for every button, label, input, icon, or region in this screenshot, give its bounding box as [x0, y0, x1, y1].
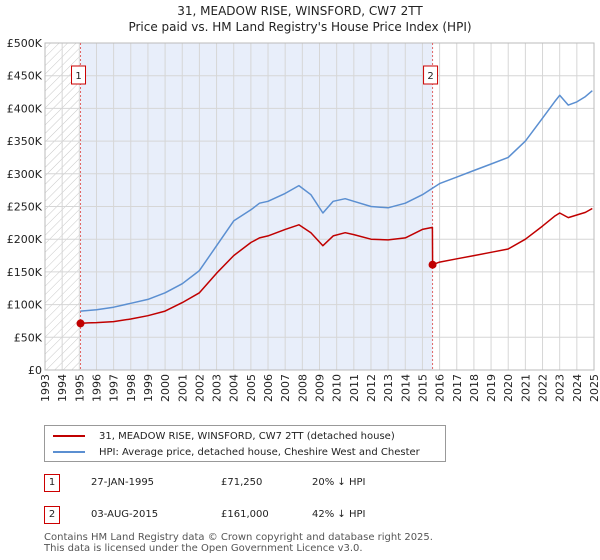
transaction-hpi-diff: 42% ↓ HPI	[312, 509, 366, 520]
chart-subtitle: Price paid vs. HM Land Registry's House …	[128, 20, 471, 34]
transaction-row: 1 27-JAN-1995 £71,250 20% ↓ HPI	[44, 474, 494, 492]
sale-point	[428, 260, 437, 269]
legend-item-price-paid: 31, MEADOW RISE, WINSFORD, CW7 2TT (deta…	[53, 428, 395, 444]
x-tick-label: 1997	[108, 374, 121, 402]
y-tick-label: £200K	[7, 233, 43, 246]
transaction-hpi-diff: 20% ↓ HPI	[312, 477, 366, 488]
legend-label-price-paid: 31, MEADOW RISE, WINSFORD, CW7 2TT (deta…	[99, 430, 395, 442]
chart-title: 31, MEADOW RISE, WINSFORD, CW7 2TT	[177, 4, 423, 18]
x-tick-label: 2009	[314, 374, 327, 402]
attribution-line-2: This data is licensed under the Open Gov…	[44, 543, 363, 554]
x-tick-label: 2014	[399, 374, 412, 402]
transaction-price: £71,250	[221, 477, 263, 488]
x-tick-label: 2017	[451, 374, 464, 402]
x-tick-label: 2023	[554, 374, 567, 402]
x-tick-label: 1993	[39, 374, 52, 402]
y-tick-label: £0	[28, 364, 42, 377]
x-tick-label: 2000	[159, 374, 172, 402]
x-tick-label: 2018	[468, 374, 481, 402]
x-tick-label: 1998	[125, 374, 138, 402]
x-tick-label: 2008	[296, 374, 309, 402]
x-tick-label: 2012	[365, 374, 378, 402]
transaction-badge: 2	[44, 506, 60, 524]
transaction-date: 27-JAN-1995	[91, 477, 155, 488]
x-tick-label: 2019	[485, 374, 498, 402]
transaction-badge: 1	[44, 474, 60, 492]
x-tick-label: 2013	[382, 374, 395, 402]
sale-point	[76, 319, 85, 328]
legend-swatch-price-paid	[53, 435, 85, 437]
x-tick-label: 2010	[331, 374, 344, 402]
transaction-date: 03-AUG-2015	[91, 509, 159, 520]
marker-badge	[423, 65, 439, 85]
y-tick-label: £100K	[7, 299, 43, 312]
x-tick-label: 2011	[348, 374, 361, 402]
y-tick-label: £250K	[7, 201, 43, 214]
x-tick-label: 2025	[588, 374, 600, 402]
x-tick-label: 2006	[262, 374, 275, 402]
x-tick-label: 2003	[211, 374, 224, 402]
y-tick-label: £300K	[7, 168, 43, 181]
chart-legend: 31, MEADOW RISE, WINSFORD, CW7 2TT (deta…	[44, 425, 446, 462]
x-tick-label: 2004	[228, 374, 241, 402]
x-tick-label: 2020	[502, 374, 515, 402]
plot-border	[44, 42, 595, 371]
x-tick-label: 1996	[90, 374, 103, 402]
x-tick-label: 2015	[416, 374, 429, 402]
x-tick-label: 2016	[434, 374, 447, 402]
transaction-row: 2 03-AUG-2015 £161,000 42% ↓ HPI	[44, 506, 494, 524]
marker-badge	[71, 65, 87, 85]
y-tick-label: £150K	[7, 266, 43, 279]
x-tick-label: 2021	[519, 374, 532, 402]
price-paid-line	[80, 207, 593, 325]
transaction-price: £161,000	[221, 509, 269, 520]
attribution-footer: Contains HM Land Registry data © Crown c…	[44, 532, 584, 554]
y-tick-label: £500K	[7, 37, 43, 50]
hpi-line	[80, 90, 593, 312]
attribution-line-1: Contains HM Land Registry data © Crown c…	[44, 532, 433, 543]
price-chart: 31, MEADOW RISE, WINSFORD, CW7 2TT Price…	[7, 4, 600, 402]
legend-swatch-hpi	[53, 451, 85, 453]
y-tick-label: £400K	[7, 102, 43, 115]
y-tick-label: £450K	[7, 70, 43, 83]
x-tick-label: 1999	[142, 374, 155, 402]
marker-badge-label: 1	[75, 71, 81, 82]
x-tick-label: 1995	[73, 374, 86, 402]
x-tick-label: 1994	[56, 374, 69, 402]
y-tick-label: £350K	[7, 135, 43, 148]
x-tick-label: 2001	[176, 374, 189, 402]
x-tick-label: 2022	[537, 374, 550, 402]
x-tick-label: 2007	[279, 374, 292, 402]
x-tick-label: 2005	[245, 374, 258, 402]
y-tick-label: £50K	[14, 331, 43, 344]
legend-item-hpi: HPI: Average price, detached house, Ches…	[53, 444, 420, 460]
x-tick-label: 2024	[571, 374, 584, 402]
x-tick-label: 2002	[193, 374, 206, 402]
marker-badge-label: 2	[427, 71, 433, 82]
legend-label-hpi: HPI: Average price, detached house, Ches…	[99, 446, 420, 458]
